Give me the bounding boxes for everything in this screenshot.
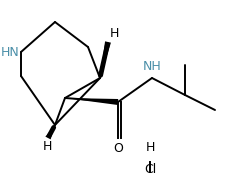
Polygon shape (100, 41, 111, 78)
Text: HN: HN (0, 45, 19, 58)
Text: H: H (42, 140, 52, 153)
Text: O: O (113, 142, 123, 155)
Polygon shape (65, 98, 118, 105)
Text: Cl: Cl (144, 163, 156, 176)
Text: H: H (110, 27, 119, 40)
Text: H: H (145, 141, 155, 154)
Text: NH: NH (143, 60, 161, 73)
Polygon shape (45, 125, 55, 139)
